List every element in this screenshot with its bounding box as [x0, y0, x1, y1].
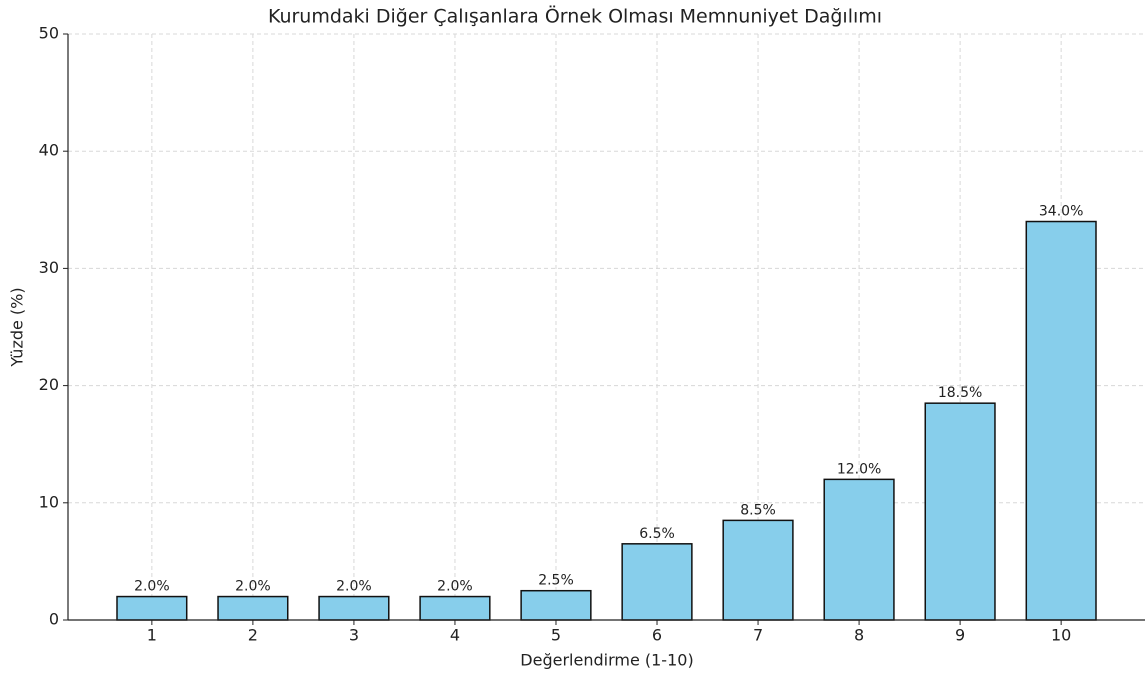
y-tick-label: 40	[39, 141, 59, 160]
value-label: 34.0%	[1039, 204, 1083, 220]
x-tick-label: 8	[854, 626, 864, 645]
value-label: 6.5%	[639, 526, 675, 542]
x-tick-label: 3	[349, 626, 359, 645]
y-tick-label: 20	[39, 375, 59, 394]
y-tick-label: 0	[49, 610, 59, 629]
bar	[318, 595, 390, 621]
x-tick-label: 10	[1051, 626, 1071, 645]
x-tick-label: 9	[955, 626, 965, 645]
bar	[520, 589, 592, 621]
chart-title: Kurumdaki Diğer Çalışanlara Örnek Olması…	[268, 5, 882, 28]
x-tick-label: 5	[551, 626, 561, 645]
value-label: 8.5%	[740, 502, 776, 518]
y-tick-label: 10	[39, 492, 59, 511]
y-tick-label: 30	[39, 258, 59, 277]
x-tick-label: 2	[248, 626, 258, 645]
x-axis-label: Değerlendirme (1-10)	[520, 651, 693, 670]
bar	[217, 595, 289, 621]
bar	[823, 478, 895, 621]
value-label: 2.0%	[235, 579, 271, 595]
bar	[1025, 220, 1097, 621]
bar	[722, 519, 794, 621]
value-label: 2.5%	[538, 573, 574, 589]
value-label: 2.0%	[336, 579, 372, 595]
value-label: 2.0%	[437, 579, 473, 595]
value-label: 12.0%	[837, 461, 881, 477]
value-label: 2.0%	[134, 579, 170, 595]
bar	[116, 595, 188, 621]
x-tick-label: 7	[753, 626, 763, 645]
x-tick-label: 4	[450, 626, 460, 645]
y-axis-label: Yüzde (%)	[8, 287, 27, 367]
value-label: 18.5%	[938, 385, 982, 401]
bar	[621, 543, 693, 621]
x-tick-label: 6	[652, 626, 662, 645]
bar	[419, 595, 491, 621]
x-tick-label: 1	[147, 626, 157, 645]
bar	[924, 402, 996, 621]
y-tick-label: 50	[39, 24, 59, 43]
